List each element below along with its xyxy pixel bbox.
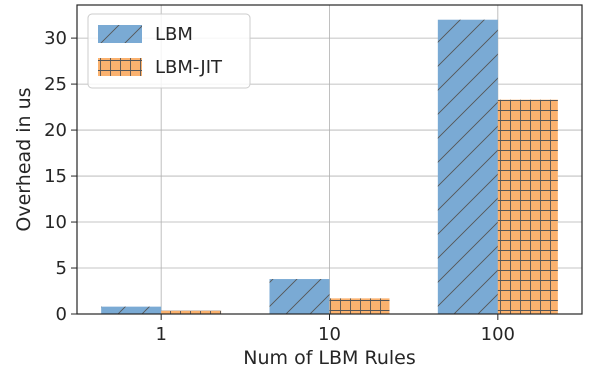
y-tick-label: 30	[44, 28, 67, 49]
legend-label-lbm-jit: LBM-JIT	[155, 57, 223, 78]
legend-swatch-hatch	[98, 25, 142, 43]
x-tick-label: 100	[481, 324, 515, 345]
plot-frame	[76, 4, 583, 315]
bar-hatch	[497, 99, 558, 315]
y-tick-label: 15	[44, 166, 67, 187]
y-axis-title: Overhead in us	[13, 87, 35, 231]
y-tick-label: 20	[44, 120, 67, 141]
y-tick-label: 0	[56, 304, 67, 325]
bar-lbm-jit-100	[497, 99, 558, 315]
bar-hatch	[329, 298, 390, 314]
x-axis-title: Num of LBM Rules	[243, 347, 415, 369]
bars	[101, 19, 558, 315]
legend: LBM LBM-JIT	[87, 13, 251, 89]
bar-hatch	[437, 19, 498, 314]
y-tick-label: 10	[44, 212, 67, 233]
bar-hatch	[161, 310, 222, 314]
legend-swatch-hatch	[98, 58, 142, 76]
y-axis-ticks: 0 5 10 15 20 25 30	[44, 28, 77, 325]
x-tick-label: 10	[318, 324, 341, 345]
y-tick-label: 5	[56, 258, 67, 279]
bar-lbm-10	[269, 279, 330, 314]
legend-label-lbm: LBM	[155, 24, 193, 45]
x-tick-label: 1	[155, 324, 166, 345]
bar-hatch	[101, 306, 162, 314]
bar-lbm-100	[437, 19, 498, 314]
bar-lbm-1	[101, 306, 162, 314]
x-axis-ticks: 1 10 100	[155, 314, 515, 345]
bar-lbm-jit-1	[161, 310, 222, 314]
y-tick-label: 25	[44, 74, 67, 95]
bar-hatch	[269, 279, 330, 314]
bar-lbm-jit-10	[329, 298, 390, 314]
